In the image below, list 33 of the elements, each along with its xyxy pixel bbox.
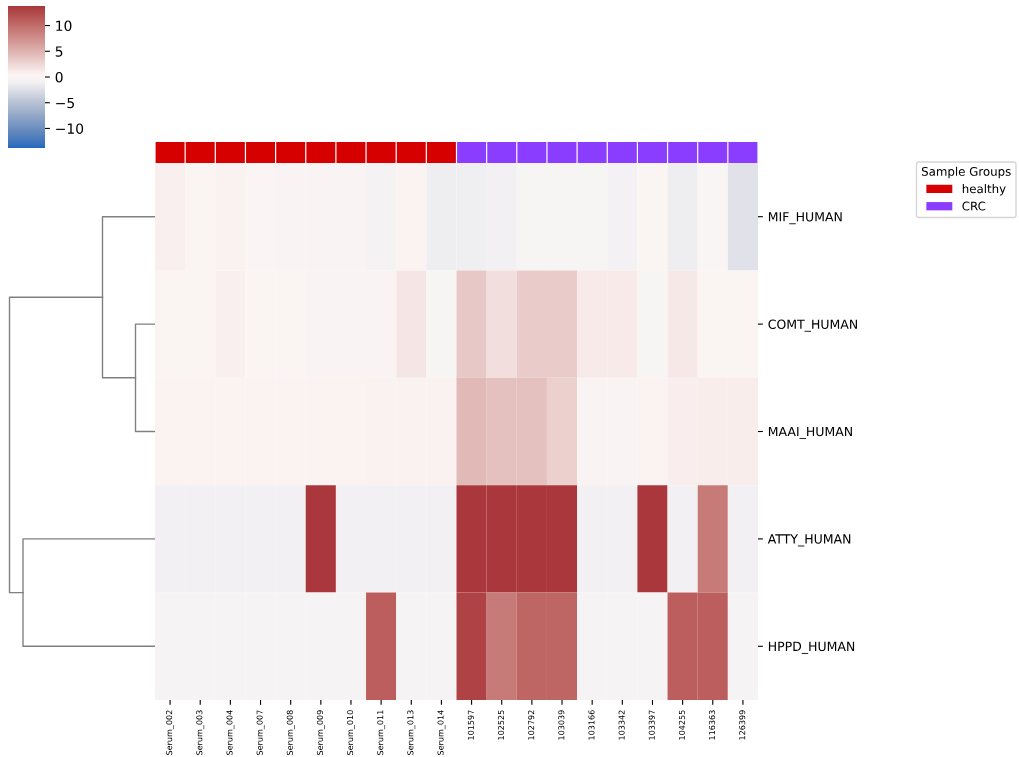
color-bar-label: −10 <box>56 123 84 134</box>
x-tick-label: 103397 <box>648 710 655 740</box>
y-tick-label: MAAI_HUMAN <box>768 426 852 440</box>
y-tick-label: COMT_HUMAN <box>768 319 857 332</box>
x-tick-label: 103342 <box>618 710 625 740</box>
y-tick-label: HPPD_HUMAN <box>768 641 855 654</box>
x-tick-label: Serum_007 <box>256 710 265 755</box>
color-bar-label: 5 <box>55 46 63 57</box>
x-tick-label: Serum_003 <box>196 710 205 755</box>
y-tick-label: ATTY_HUMAN <box>767 534 851 547</box>
x-tick-label: 104255 <box>678 710 685 740</box>
color-bar-label: −5 <box>56 97 74 109</box>
x-tick-label: Serum_002 <box>166 710 175 755</box>
legend-label: CRC <box>962 201 986 211</box>
x-tick-label: 102792 <box>528 710 535 740</box>
x-tick-label: 116363 <box>709 710 716 740</box>
color-bar-label: 0 <box>55 71 63 83</box>
legend-title: Sample Groups <box>921 166 1011 179</box>
legend-label: healthy <box>962 184 1006 196</box>
x-tick-label: Serum_009 <box>316 710 325 755</box>
x-tick-label: Serum_008 <box>286 710 295 755</box>
x-tick-label: 101597 <box>467 710 474 740</box>
x-tick-label: Serum_013 <box>407 710 416 755</box>
x-tick-label: Serum_014 <box>437 710 446 755</box>
x-tick-label: Serum_010 <box>347 710 355 755</box>
x-tick-label: Serum_011 <box>377 710 386 755</box>
x-tick-label: 103039 <box>558 710 565 740</box>
x-tick-label: 103166 <box>588 710 595 740</box>
x-tick-label: 102525 <box>497 710 505 740</box>
color-bar-label: 10 <box>56 20 72 32</box>
x-tick-label: Serum_004 <box>226 710 235 755</box>
y-tick-label: MIF_HUMAN <box>768 212 842 225</box>
x-tick-label: 126399 <box>739 710 746 740</box>
